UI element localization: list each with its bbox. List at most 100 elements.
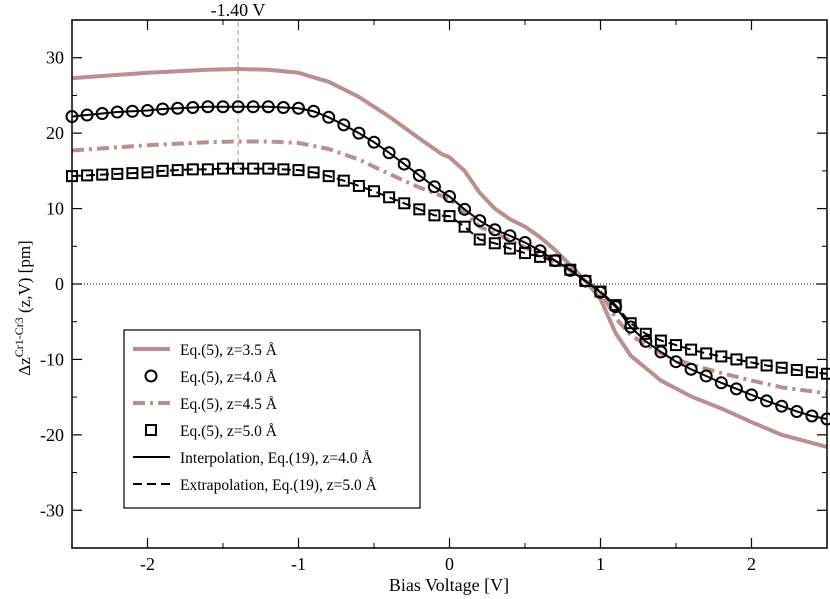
data-point-square xyxy=(458,220,471,233)
data-point-circle xyxy=(367,135,381,149)
data-point-square xyxy=(96,168,109,181)
data-point-square xyxy=(594,285,607,298)
data-point-square xyxy=(473,233,486,246)
data-point-square xyxy=(700,347,713,360)
data-point-circle xyxy=(382,146,396,160)
data-point-circle xyxy=(639,334,653,348)
y-axis-label-suffix: (z,V) [pm] xyxy=(15,240,34,317)
data-point-square xyxy=(262,162,275,175)
data-point-square xyxy=(217,162,229,175)
data-point-square xyxy=(126,167,139,180)
y-tick-label: -10 xyxy=(40,349,64,369)
data-point-square xyxy=(81,169,94,182)
data-point-square xyxy=(519,247,531,260)
data-point-circle xyxy=(352,126,366,140)
data-point-square xyxy=(292,164,305,177)
data-point-circle xyxy=(488,223,502,237)
x-tick-label: -2 xyxy=(140,554,155,574)
data-point-square xyxy=(111,167,124,180)
data-point-square xyxy=(503,242,516,255)
data-point-square xyxy=(247,162,260,175)
data-point-circle xyxy=(790,404,804,418)
data-point-square xyxy=(428,209,441,222)
legend-label: Extrapolation, Eq.(19), z=5.0 Å xyxy=(180,477,378,494)
y-tick-label: 30 xyxy=(46,48,64,68)
data-point-square xyxy=(654,334,667,347)
data-point-square xyxy=(488,237,501,250)
data-point-circle xyxy=(141,104,154,118)
data-point-circle xyxy=(186,100,200,114)
data-point-circle xyxy=(261,100,275,114)
data-point-circle xyxy=(699,369,713,383)
x-tick-label: -1 xyxy=(291,554,306,574)
data-point-square xyxy=(639,327,652,340)
y-axis-label: ΔzCr1-Cr3 (z,V) [pm] xyxy=(12,240,34,375)
data-point-circle xyxy=(276,100,290,114)
x-tick-label: 0 xyxy=(445,554,454,574)
data-point-square xyxy=(368,185,380,198)
data-point-square xyxy=(579,274,592,287)
data-point-circle xyxy=(729,382,743,396)
series-group xyxy=(65,67,830,449)
y-tick-label: 0 xyxy=(55,274,64,294)
data-point-square xyxy=(745,356,758,369)
data-point-circle xyxy=(156,102,170,116)
legend: Eq.(5), z=3.5 Å Eq.(5), z=4.0 Å Eq.(5), z=… xyxy=(123,329,421,509)
data-point-circle xyxy=(231,100,245,114)
data-point-square xyxy=(337,174,350,187)
data-point-circle xyxy=(714,376,728,390)
x-tick-label: 2 xyxy=(747,554,756,574)
data-point-circle xyxy=(669,355,683,369)
data-point-circle xyxy=(503,229,517,243)
data-point-square xyxy=(790,363,803,376)
data-point-square xyxy=(624,317,637,330)
data-point-square xyxy=(760,359,773,372)
data-point-square xyxy=(232,162,245,175)
data-point-circle xyxy=(775,399,789,413)
data-point-square xyxy=(171,164,184,177)
data-point-circle xyxy=(397,157,411,171)
data-point-square xyxy=(141,166,154,179)
data-point-circle xyxy=(307,104,321,118)
data-point-circle xyxy=(443,190,456,204)
data-point-circle xyxy=(292,101,305,115)
data-point-circle xyxy=(80,108,94,122)
x-tick-label: 1 xyxy=(596,554,605,574)
y-tick-label: 10 xyxy=(46,199,64,219)
data-point-square xyxy=(156,164,169,177)
data-point-circle xyxy=(805,409,819,423)
data-point-square xyxy=(775,361,788,374)
data-point-circle xyxy=(745,388,758,402)
data-point-circle xyxy=(322,110,336,124)
data-point-square xyxy=(564,263,577,276)
data-point-square xyxy=(670,339,682,352)
data-point-square xyxy=(186,163,199,176)
y-tick-label: -20 xyxy=(40,425,64,445)
data-point-circle xyxy=(216,100,230,114)
data-point-circle xyxy=(110,105,124,119)
data-point-circle xyxy=(125,104,139,118)
legend-label: Interpolation, Eq.(19), z=4.0 Å xyxy=(180,450,373,467)
data-point-square xyxy=(549,254,562,267)
data-point-circle xyxy=(201,100,215,114)
data-point-square xyxy=(609,299,622,312)
data-point-circle xyxy=(684,362,698,376)
legend-marker-circle xyxy=(144,369,158,383)
data-point-square xyxy=(443,210,456,223)
data-point-square xyxy=(413,203,426,216)
data-point-circle xyxy=(95,107,109,121)
x-axis-label: Bias Voltage [V] xyxy=(389,575,509,595)
data-point-circle xyxy=(412,168,426,182)
legend-label: Eq.(5), z=5.0 Å xyxy=(180,423,278,440)
y-axis-label-prefix: Δz xyxy=(15,357,34,376)
data-point-square xyxy=(383,191,396,204)
y-tick-label: -30 xyxy=(40,500,64,520)
data-point-square xyxy=(730,353,743,366)
data-point-circle xyxy=(246,100,260,114)
legend-label: Eq.(5), z=4.5 Å xyxy=(180,396,278,413)
data-point-square xyxy=(277,163,290,176)
data-point-square xyxy=(398,197,411,210)
legend-box xyxy=(123,329,421,509)
